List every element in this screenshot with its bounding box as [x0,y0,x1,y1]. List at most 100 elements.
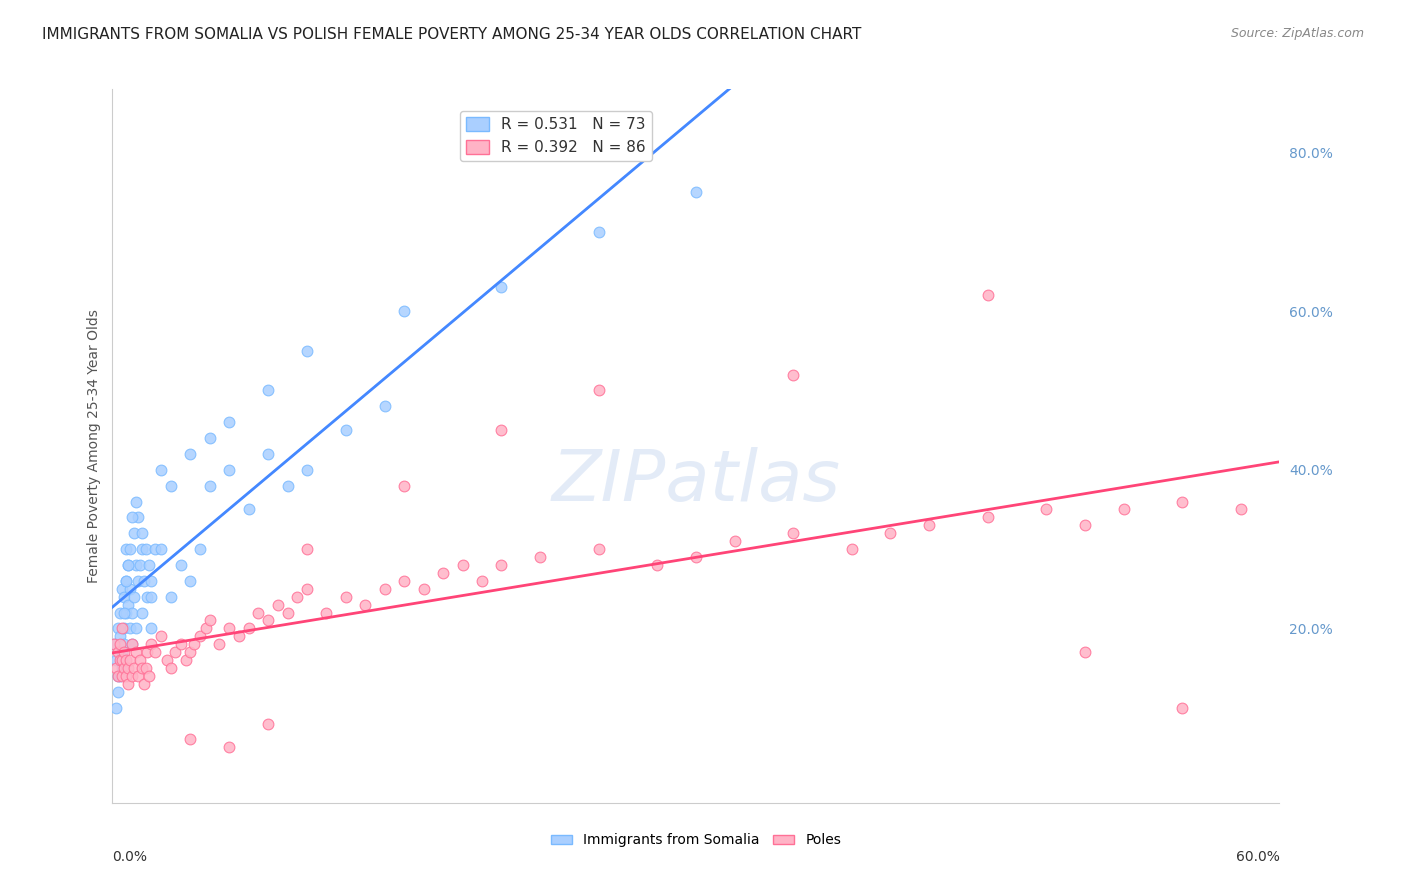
Point [132,677,155,691]
Point [354,598,377,612]
Point [117,558,139,572]
Point [127,510,149,524]
Point [150,542,173,557]
Point [111,661,134,675]
Point [121,606,143,620]
Point [111,653,134,667]
Point [295,582,318,596]
Point [103,637,125,651]
Point [117,598,139,612]
Point [141,637,163,651]
Point [183,637,205,651]
Point [208,637,231,651]
Point [110,669,132,683]
Point [491,558,513,572]
Point [295,463,318,477]
Point [491,423,513,437]
Point [1112,502,1135,516]
Point [131,606,153,620]
Point [412,582,434,596]
Point [111,645,134,659]
Point [257,716,280,731]
Point [112,606,135,620]
Point [118,542,141,557]
Point [1074,645,1097,659]
Point [125,558,148,572]
Point [127,574,149,588]
Point [374,582,396,596]
Point [685,186,707,200]
Point [276,606,298,620]
Text: 0.0%: 0.0% [112,850,148,864]
Point [143,542,166,557]
Point [110,606,132,620]
Point [111,653,134,667]
Point [295,343,318,358]
Point [122,590,145,604]
Point [179,447,201,461]
Point [685,549,707,564]
Point [115,574,138,588]
Point [112,661,135,675]
Point [121,669,143,683]
Point [218,621,240,635]
Point [257,384,280,398]
Point [128,558,150,572]
Point [117,558,139,572]
Point [267,598,290,612]
Point [976,288,998,302]
Point [588,225,610,239]
Point [122,661,145,675]
Point [131,542,153,557]
Point [335,423,357,437]
Point [115,542,138,557]
Point [335,590,357,604]
Point [131,661,153,675]
Point [111,621,134,635]
Point [1171,700,1194,714]
Point [121,637,143,651]
Point [588,384,610,398]
Point [179,732,201,747]
Point [112,637,135,651]
Point [394,478,416,492]
Point [111,582,134,596]
Point [136,590,159,604]
Legend: Immigrants from Somalia, Poles: Immigrants from Somalia, Poles [546,828,846,853]
Point [125,645,148,659]
Point [188,542,211,557]
Point [107,669,129,683]
Point [315,606,337,620]
Point [121,637,143,651]
Point [257,614,280,628]
Point [276,478,298,492]
Point [135,661,157,675]
Point [645,558,668,572]
Point [112,621,135,635]
Point [782,526,804,541]
Point [107,621,129,635]
Point [135,542,157,557]
Point [374,400,396,414]
Text: 60.0%: 60.0% [1236,850,1279,864]
Point [127,669,149,683]
Point [160,478,183,492]
Point [724,534,747,549]
Point [169,637,191,651]
Point [118,582,141,596]
Point [125,621,148,635]
Point [110,653,132,667]
Point [179,574,201,588]
Text: Source: ZipAtlas.com: Source: ZipAtlas.com [1230,27,1364,40]
Point [841,542,863,557]
Point [218,463,240,477]
Point [228,629,250,643]
Point [918,518,941,533]
Point [141,621,163,635]
Point [588,542,610,557]
Point [138,558,160,572]
Point [179,645,201,659]
Point [110,637,132,651]
Point [121,510,143,524]
Point [112,645,135,659]
